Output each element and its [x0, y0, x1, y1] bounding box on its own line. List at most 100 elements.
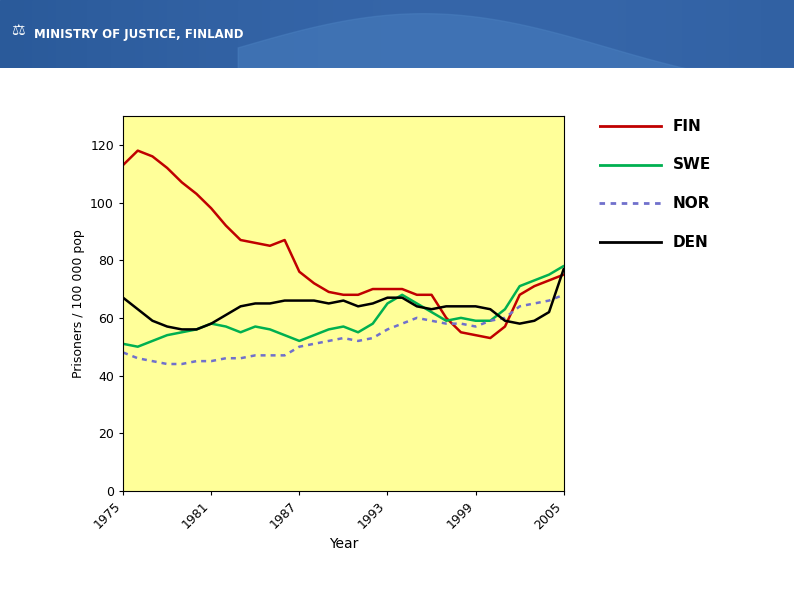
- NOR: [222, 355, 231, 362]
- NOR: [559, 291, 569, 298]
- Bar: [707, 0, 715, 68]
- Bar: [476, 0, 485, 68]
- Bar: [675, 0, 684, 68]
- DEN: [133, 306, 143, 313]
- NOR: [295, 343, 304, 350]
- FIN: [177, 178, 187, 186]
- DEN: [486, 306, 495, 313]
- Bar: [64, 0, 72, 68]
- Bar: [127, 0, 136, 68]
- Bar: [32, 0, 40, 68]
- SWE: [471, 317, 480, 324]
- Bar: [333, 0, 342, 68]
- Bar: [786, 0, 794, 68]
- SWE: [339, 323, 349, 330]
- DEN: [353, 303, 363, 310]
- FIN: [133, 147, 143, 154]
- NOR: [324, 337, 333, 345]
- DEN: [222, 311, 231, 318]
- Bar: [611, 0, 620, 68]
- Bar: [214, 0, 223, 68]
- SWE: [486, 317, 495, 324]
- NOR: [545, 297, 554, 304]
- Bar: [254, 0, 263, 68]
- Bar: [746, 0, 755, 68]
- Bar: [326, 0, 334, 68]
- Bar: [48, 0, 56, 68]
- Bar: [445, 0, 453, 68]
- SWE: [500, 306, 510, 313]
- Bar: [389, 0, 398, 68]
- DEN: [457, 303, 466, 310]
- SWE: [192, 326, 202, 333]
- SWE: [398, 291, 407, 298]
- FIN: [148, 153, 157, 160]
- X-axis label: Year: Year: [329, 537, 358, 551]
- FIN: [236, 236, 245, 243]
- NOR: [206, 358, 216, 365]
- DEN: [427, 306, 437, 313]
- Y-axis label: Prisoners / 100 000 pop: Prisoners / 100 000 pop: [71, 229, 85, 378]
- NOR: [368, 334, 378, 342]
- FIN: [310, 280, 319, 287]
- Bar: [286, 0, 295, 68]
- NOR: [486, 317, 495, 324]
- Bar: [103, 0, 112, 68]
- Bar: [175, 0, 183, 68]
- Bar: [111, 0, 120, 68]
- NOR: [148, 358, 157, 365]
- Bar: [357, 0, 366, 68]
- Bar: [167, 0, 175, 68]
- FIN: [265, 242, 275, 249]
- Bar: [500, 0, 509, 68]
- Bar: [508, 0, 517, 68]
- FIN: [441, 314, 451, 321]
- Bar: [778, 0, 787, 68]
- SWE: [457, 314, 466, 321]
- Bar: [468, 0, 477, 68]
- DEN: [545, 309, 554, 316]
- SWE: [222, 323, 231, 330]
- Bar: [230, 0, 239, 68]
- SWE: [427, 309, 437, 316]
- DEN: [192, 326, 202, 333]
- DEN: [530, 317, 539, 324]
- NOR: [530, 300, 539, 307]
- NOR: [133, 355, 143, 362]
- NOR: [398, 320, 407, 327]
- Bar: [71, 0, 80, 68]
- Bar: [135, 0, 144, 68]
- SWE: [383, 300, 392, 307]
- Text: ⚖: ⚖: [10, 23, 25, 38]
- Bar: [580, 0, 588, 68]
- Bar: [572, 0, 580, 68]
- DEN: [559, 265, 569, 273]
- NOR: [236, 355, 245, 362]
- DEN: [265, 300, 275, 307]
- SWE: [324, 326, 333, 333]
- Bar: [222, 0, 231, 68]
- NOR: [515, 303, 525, 310]
- NOR: [339, 334, 349, 342]
- FIN: [545, 277, 554, 284]
- FIN: [457, 328, 466, 336]
- Bar: [119, 0, 128, 68]
- Bar: [56, 0, 64, 68]
- Line: NOR: NOR: [123, 295, 564, 364]
- NOR: [441, 320, 451, 327]
- Bar: [318, 0, 326, 68]
- SWE: [295, 337, 304, 345]
- Bar: [691, 0, 700, 68]
- Bar: [143, 0, 152, 68]
- Bar: [24, 0, 33, 68]
- DEN: [251, 300, 260, 307]
- SWE: [236, 328, 245, 336]
- Bar: [723, 0, 731, 68]
- Bar: [754, 0, 763, 68]
- NOR: [265, 352, 275, 359]
- Bar: [381, 0, 390, 68]
- NOR: [280, 352, 290, 359]
- NOR: [192, 358, 202, 365]
- Bar: [302, 0, 310, 68]
- NOR: [383, 326, 392, 333]
